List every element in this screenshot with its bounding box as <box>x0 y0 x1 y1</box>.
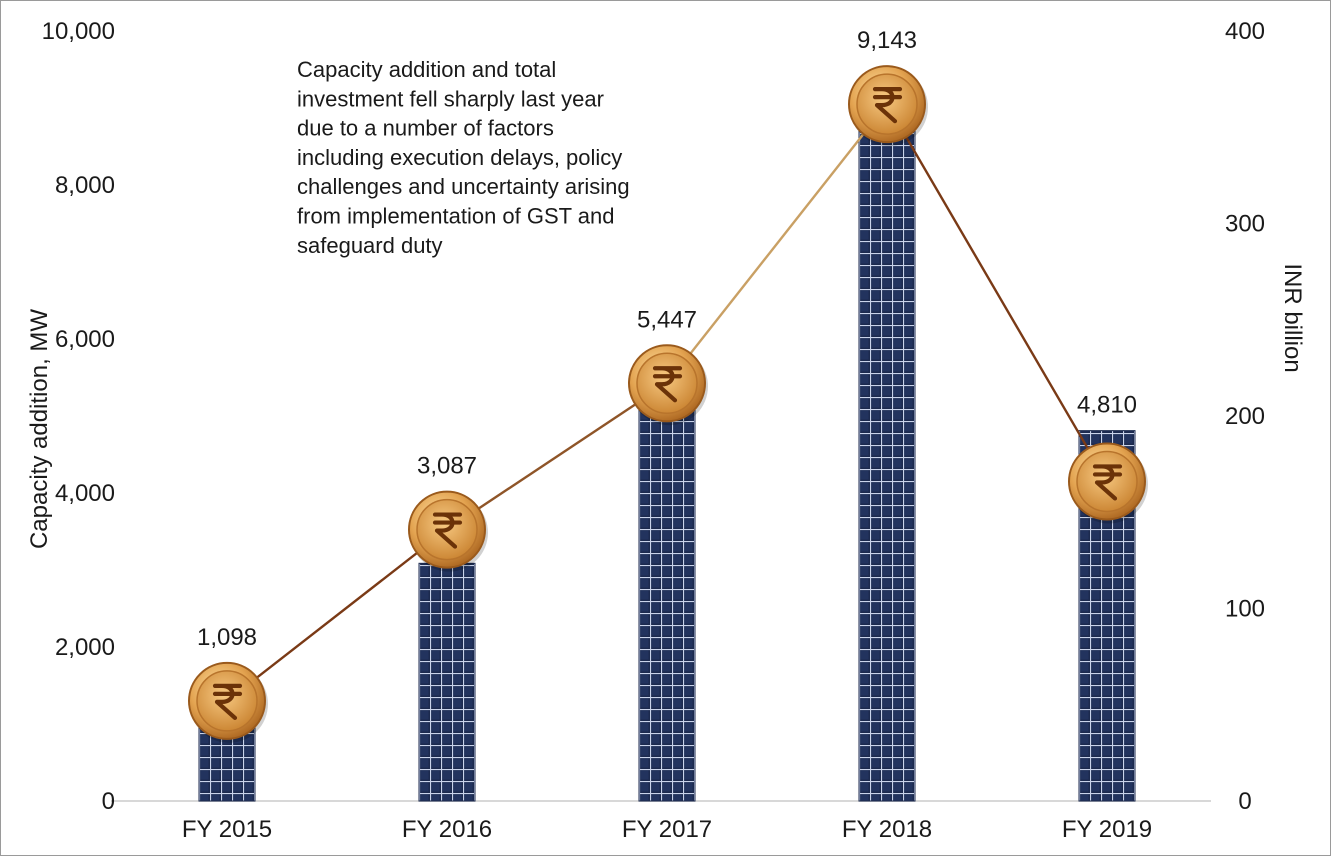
right-axis-tick-label: 0 <box>1238 788 1251 815</box>
x-axis-tick-label: FY 2015 <box>182 816 272 843</box>
annotation-line: Capacity addition and total <box>297 57 556 82</box>
investment-line-segment <box>885 103 1109 483</box>
bar-fy-2017 <box>638 381 696 802</box>
annotation-line: safeguard duty <box>297 233 443 258</box>
x-axis-ticks: FY 2015 FY 2016 FY 2017 FY 2018 FY 2019 <box>182 816 1152 843</box>
x-axis-tick-label: FY 2018 <box>842 816 932 843</box>
investment-line-layer <box>226 103 1109 702</box>
investment-line-segment <box>226 528 448 702</box>
right-axis-tick-label: 300 <box>1225 211 1265 238</box>
left-axis-tick-label: 8,000 <box>55 172 115 199</box>
markers-layer <box>188 65 1148 743</box>
rupee-coin-icon <box>188 661 268 743</box>
bars-layer <box>198 96 1136 802</box>
annotation-line: challenges and uncertainty arising <box>297 174 630 199</box>
left-axis-tick-label: 4,000 <box>55 480 115 507</box>
investment-line-segment <box>666 103 888 385</box>
data-label: 9,143 <box>857 27 917 54</box>
left-axis-tick-label: 10,000 <box>42 18 115 45</box>
investment-line-segment <box>446 382 668 531</box>
x-axis-tick-label: FY 2017 <box>622 816 712 843</box>
bar-fy-2016 <box>418 562 476 802</box>
rupee-coin-icon <box>408 490 488 572</box>
bar-fy-2018 <box>858 96 916 802</box>
annotation-line: investment fell sharply last year <box>297 86 604 111</box>
left-axis-tick-label: 6,000 <box>55 326 115 353</box>
data-label: 3,087 <box>417 453 477 480</box>
annotation-line: including execution delays, policy <box>297 145 622 170</box>
data-label: 4,810 <box>1077 392 1137 419</box>
x-axis-tick-label: FY 2019 <box>1062 816 1152 843</box>
left-axis-ticks: 0 2,000 4,000 6,000 8,000 10,000 <box>42 18 115 815</box>
rupee-coin-icon <box>848 65 928 147</box>
left-axis-tick-label: 2,000 <box>55 634 115 661</box>
rupee-coin-icon <box>1068 442 1148 524</box>
data-label: 1,098 <box>197 624 257 651</box>
right-axis-tick-label: 100 <box>1225 596 1265 623</box>
annotation-line: from implementation of GST and <box>297 204 615 229</box>
left-axis-tick-label: 0 <box>102 788 115 815</box>
annotation-line: due to a number of factors <box>297 116 554 141</box>
data-labels-layer: 1,098 3,087 5,447 9,143 4,810 <box>197 27 1137 651</box>
right-axis-tick-label: 400 <box>1225 18 1265 45</box>
right-axis-ticks: 0 100 200 300 400 <box>1225 18 1265 815</box>
rupee-coin-icon <box>628 344 708 426</box>
right-axis-tick-label: 200 <box>1225 403 1265 430</box>
data-label: 5,447 <box>637 306 697 333</box>
right-axis-title: INR billion <box>1279 263 1306 372</box>
x-axis-tick-label: FY 2016 <box>402 816 492 843</box>
annotation: Capacity addition and total investment fe… <box>297 57 630 258</box>
left-axis-title: Capacity addition, MW <box>26 309 53 549</box>
